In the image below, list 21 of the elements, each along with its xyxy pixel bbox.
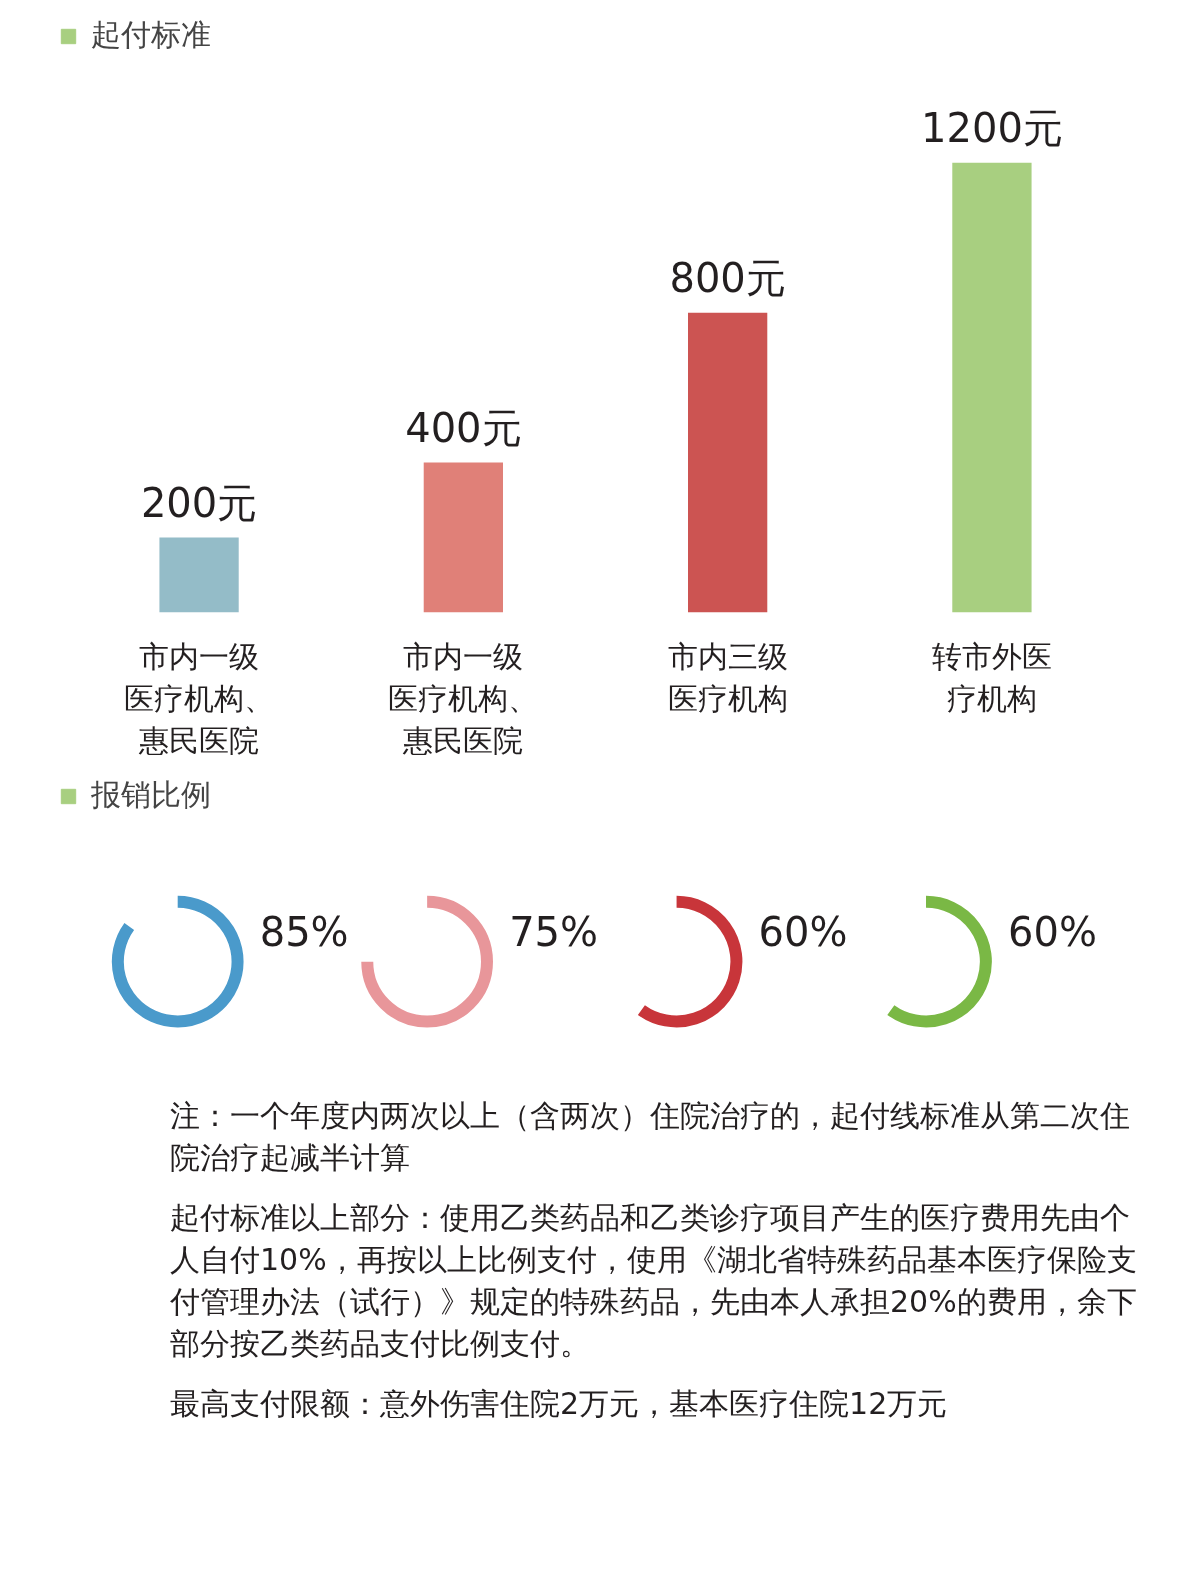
text: 起付标准以上部分：使用乙类药品和乙类诊疗项目产生的医疗费用先由个人自付10%，再按以上比例支付，使用《湖北省特殊药品基本医疗保险支付管理办法（试行）》规定的特殊药品，先由本人承担20%的费用，余下部分按乙类药品支付比例支付。 — [170, 1199, 1138, 1363]
data-label: 85% — [259, 908, 349, 955]
data-label: 800元 — [669, 254, 786, 301]
legend-label: 报销比例 — [91, 776, 211, 814]
bar — [423, 462, 503, 613]
x-tick-label: 市内三级医疗机构 — [667, 638, 788, 716]
bar — [159, 537, 239, 613]
data-label: 1200元 — [921, 104, 1063, 151]
bar — [952, 162, 1032, 613]
data-label: 75% — [509, 908, 599, 955]
text: 最高支付限额：意外伤害住院2万元，基本医疗住院12万元 — [170, 1385, 949, 1423]
data-label: 60% — [1008, 908, 1097, 955]
x-tick-label: 市内一级医疗机构、惠民医院 — [388, 638, 539, 758]
data-label: 60% — [758, 908, 848, 955]
data-label: 200元 — [140, 479, 258, 526]
x-tick-label: 转市外医疗机构 — [931, 638, 1052, 716]
text: 注：一个年度内两次以上（含两次）住院治疗的，起付线标准从第二次住院治疗起减半计算 — [170, 1097, 1131, 1177]
legend-label: 起付标准 — [91, 16, 211, 54]
bar — [688, 312, 768, 613]
data-label: 400元 — [405, 404, 522, 451]
x-tick-label: 市内一级医疗机构、惠民医院 — [124, 638, 275, 758]
